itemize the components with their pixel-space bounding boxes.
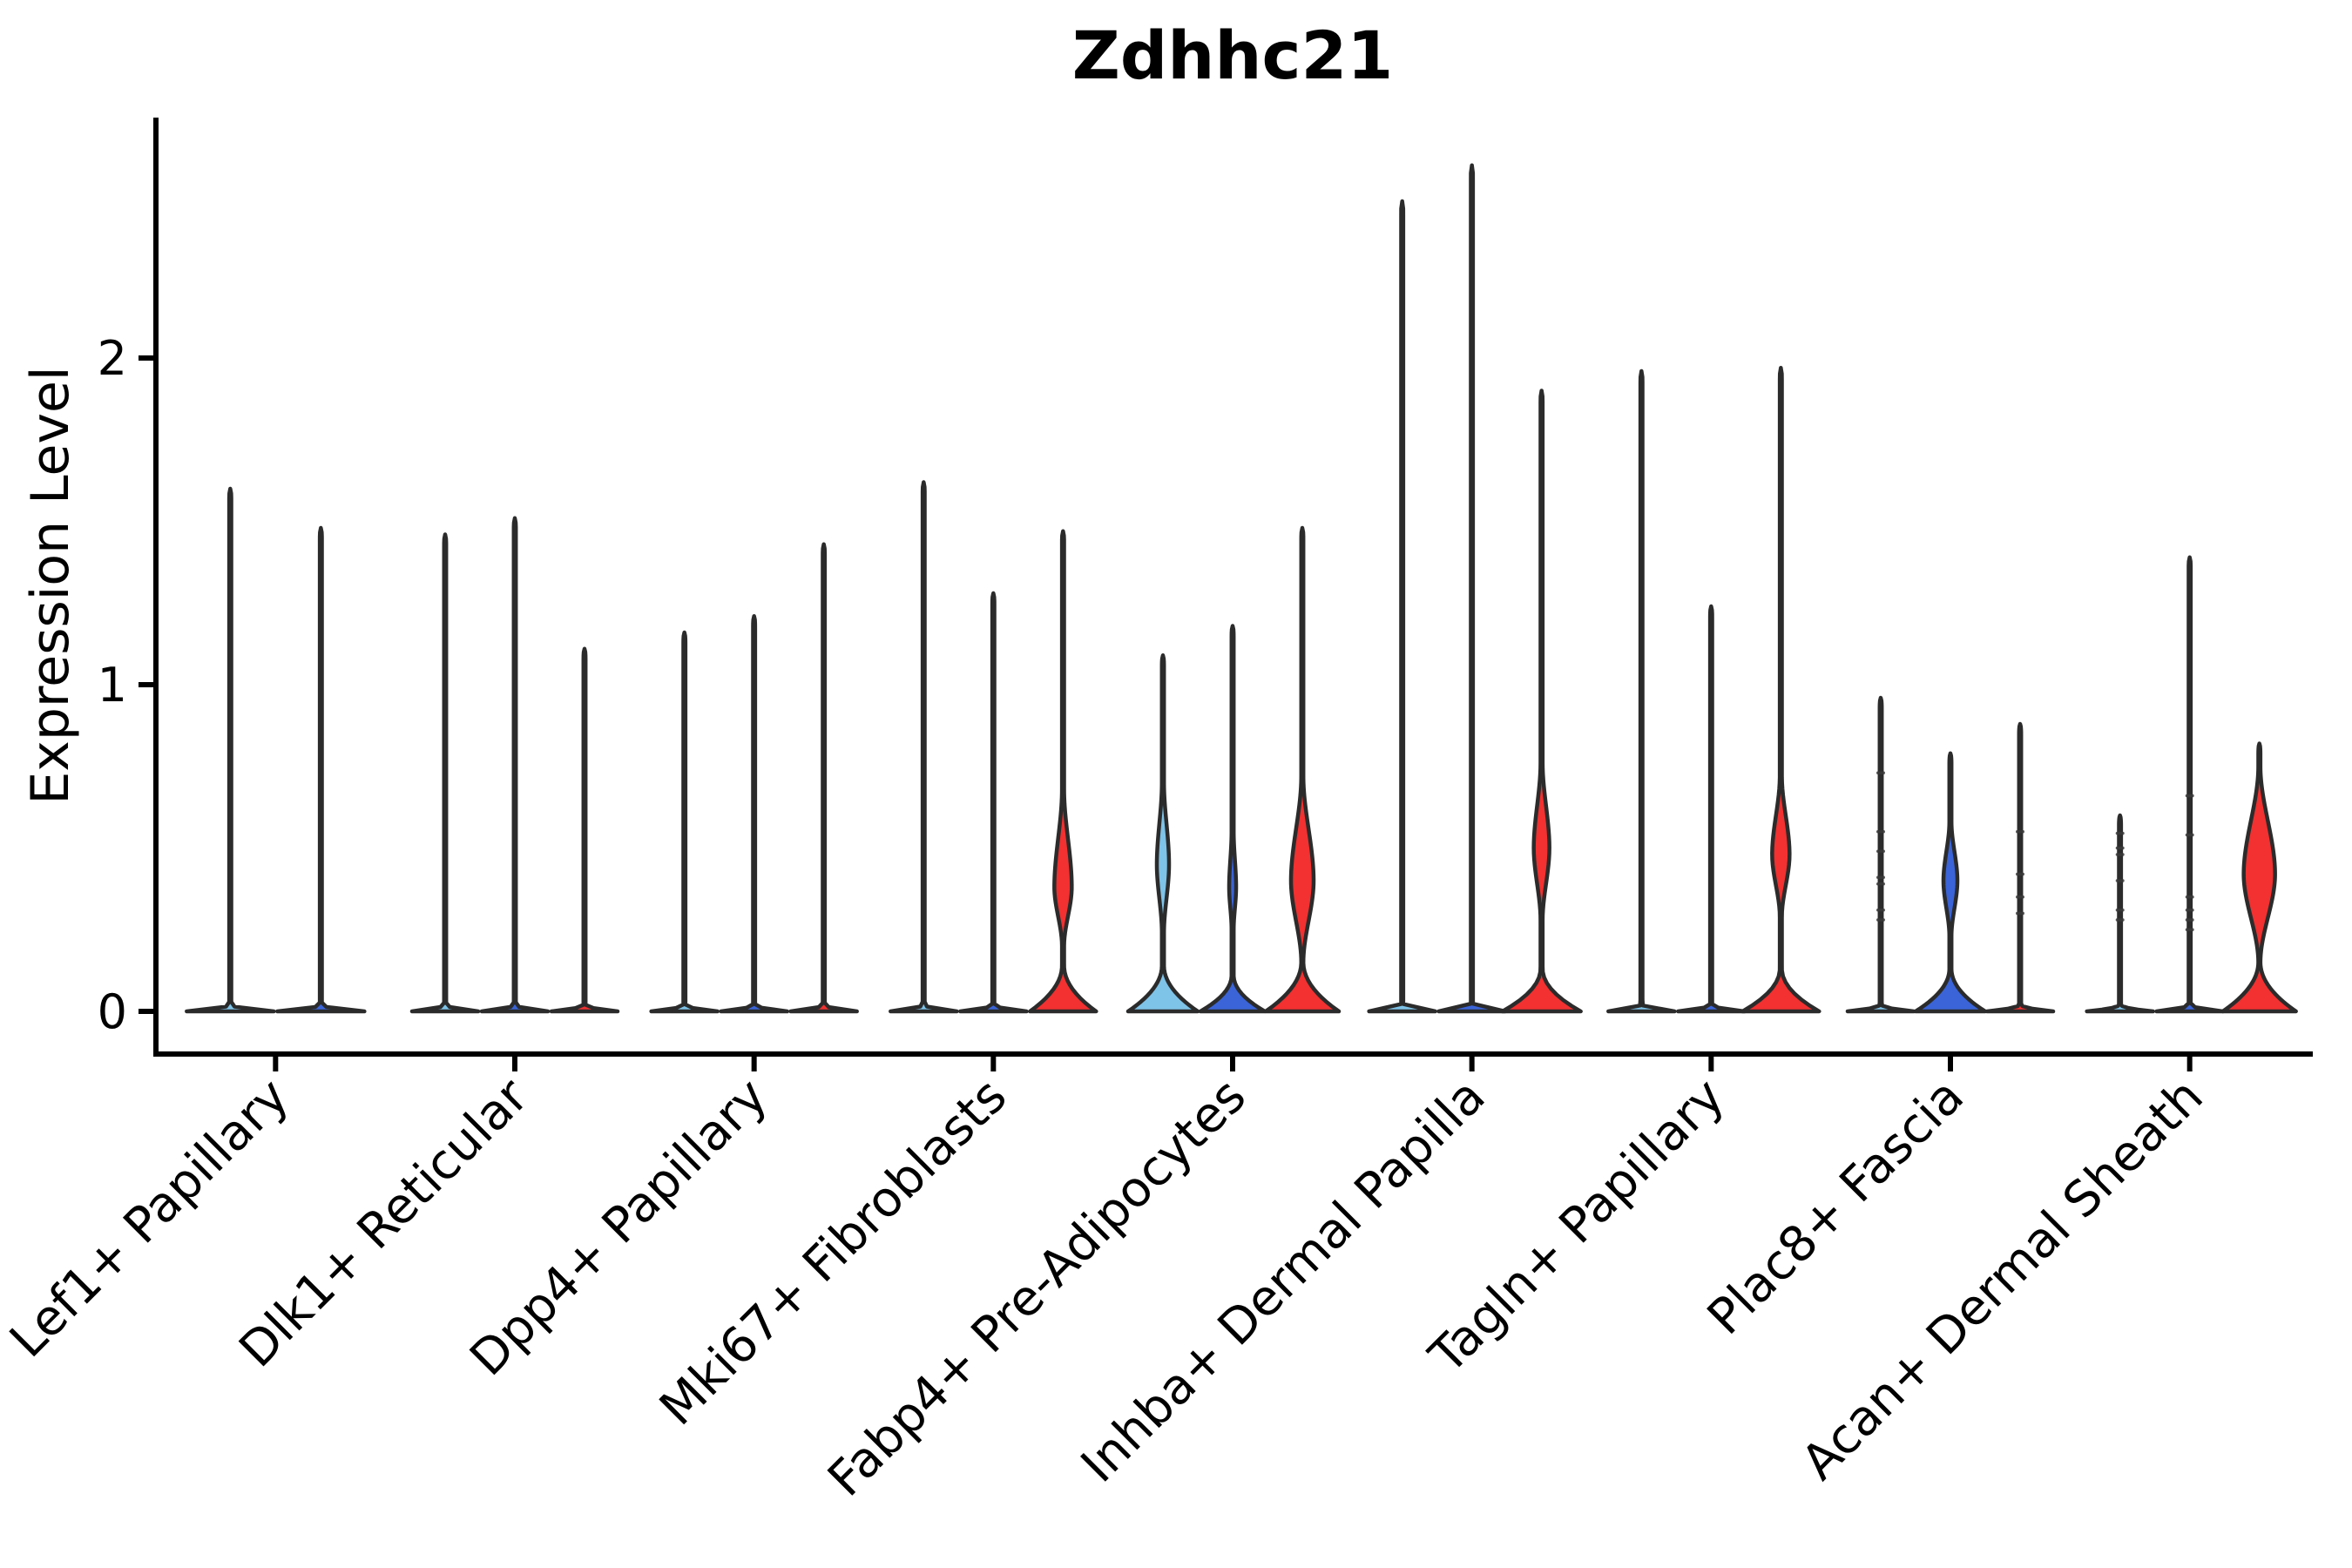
violin-tagln-1	[1606, 368, 1677, 1014]
violin-dpp4-1	[649, 630, 720, 1014]
expression-point	[1876, 875, 1885, 879]
violin-acan-1	[2085, 813, 2155, 1014]
expression-point	[1876, 849, 1885, 853]
expression-point	[1876, 909, 1885, 912]
violin-mki67-2	[958, 591, 1029, 1014]
violin-dpp4-3	[788, 542, 859, 1014]
expression-point	[1876, 882, 1885, 886]
violin-fabp4-3	[1263, 525, 1342, 1014]
y-tick-label: 0	[98, 984, 127, 1039]
chart-title: Zdhhc21	[1072, 17, 1394, 94]
y-ticks-layer: 0 1 2	[98, 331, 156, 1039]
expression-point	[2115, 879, 2125, 882]
expression-points-layer	[1876, 771, 2194, 931]
y-tick-label: 2	[98, 331, 127, 386]
violin-plac8-2	[1913, 751, 1988, 1014]
expression-point	[2115, 918, 2125, 922]
violin-inhba-3	[1500, 389, 1583, 1014]
violin-tagln-2	[1676, 604, 1747, 1014]
violin-fabp4-1	[1125, 653, 1200, 1014]
expression-point	[2185, 833, 2194, 837]
expression-point	[2185, 794, 2194, 798]
violins-layer	[185, 163, 2298, 1014]
expression-point	[2016, 911, 2024, 916]
violin-inhba-1	[1367, 199, 1437, 1014]
violin-inhba-2	[1436, 163, 1507, 1014]
expression-point	[2016, 830, 2024, 834]
violin-dlk1-1	[409, 532, 481, 1014]
expression-point	[2185, 928, 2194, 931]
violin-dlk1-2	[479, 516, 551, 1014]
violin-mki67-1	[889, 480, 959, 1014]
expression-point	[2115, 846, 2125, 850]
x-category-label: Inhba+ Dermal Papilla	[1071, 1068, 1497, 1494]
expression-point	[2115, 909, 2125, 912]
violin-lef1-1	[185, 486, 276, 1014]
violin-fabp4-2	[1198, 624, 1267, 1014]
expression-point	[2115, 831, 2125, 835]
expression-point	[2016, 896, 2024, 899]
expression-point	[1876, 771, 1885, 774]
expression-point	[1876, 830, 1885, 834]
violin-tagln-3	[1740, 366, 1821, 1014]
y-tick-label: 1	[98, 658, 127, 713]
violin-dpp4-2	[719, 614, 789, 1014]
violin-acan-2	[2154, 555, 2225, 1014]
expression-point	[2016, 872, 2024, 876]
x-category-label: Plac8+ Fascia	[1697, 1068, 1975, 1346]
violin-acan-3	[2220, 741, 2298, 1014]
expression-point	[2115, 853, 2125, 856]
expression-point	[2185, 896, 2194, 899]
x-category-label: Acan+ Dermal Sheath	[1791, 1068, 2214, 1491]
expression-point	[1876, 918, 1885, 922]
violin-plac8-3	[1984, 721, 2056, 1014]
expression-point	[2185, 909, 2194, 912]
y-axis-label: Expression Level	[20, 366, 81, 804]
violin-dlk1-3	[549, 646, 620, 1014]
violin-lef1-2	[275, 525, 367, 1014]
expression-point	[2185, 918, 2194, 922]
violin-mki67-3	[1028, 529, 1098, 1014]
violin-plac8-1	[1845, 695, 1916, 1014]
x-category-label: Fabp4+ Pre-Adipocytes	[817, 1068, 1257, 1508]
